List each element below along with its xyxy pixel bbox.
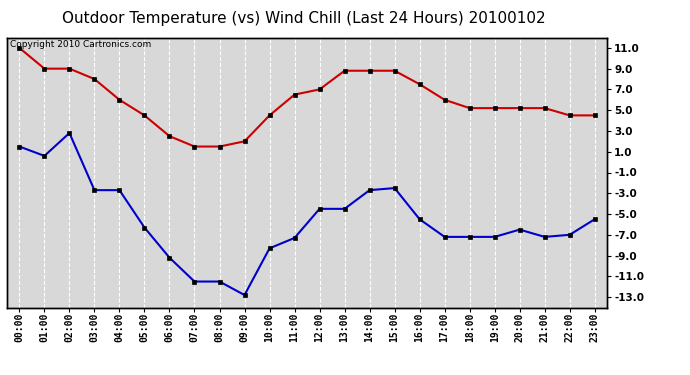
Text: Copyright 2010 Cartronics.com: Copyright 2010 Cartronics.com: [10, 40, 151, 49]
Text: Outdoor Temperature (vs) Wind Chill (Last 24 Hours) 20100102: Outdoor Temperature (vs) Wind Chill (Las…: [62, 11, 545, 26]
